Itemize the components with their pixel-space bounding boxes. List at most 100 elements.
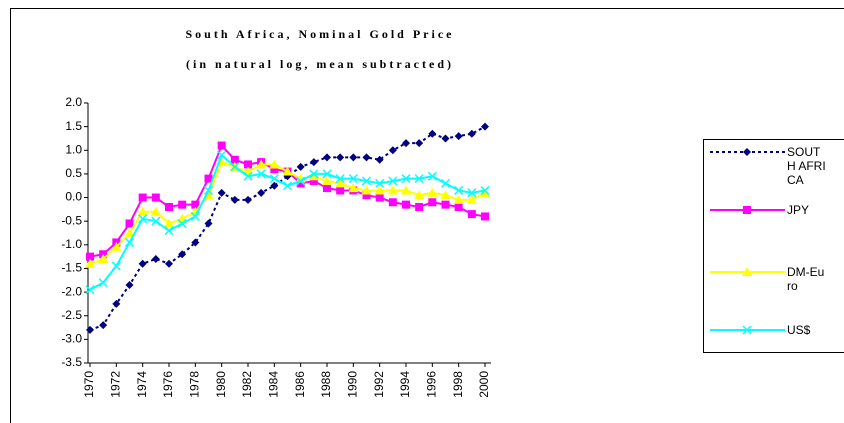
data-point	[466, 194, 477, 204]
data-point	[414, 190, 425, 200]
data-point	[441, 134, 450, 143]
data-point	[98, 278, 108, 288]
data-point	[244, 195, 252, 204]
data-point	[440, 178, 451, 188]
data-point	[165, 259, 173, 268]
data-point	[190, 211, 200, 221]
data-point	[99, 321, 108, 330]
data-point	[467, 188, 477, 198]
x-tick-label: 1976	[161, 371, 175, 398]
legend-marker	[743, 148, 751, 156]
data-point	[322, 176, 332, 185]
data-point	[480, 187, 490, 197]
data-point	[296, 176, 306, 186]
data-point	[375, 193, 384, 202]
x-tick-label: 1984	[267, 371, 281, 398]
data-point	[112, 299, 121, 308]
data-point	[375, 178, 385, 188]
data-point	[269, 174, 279, 184]
y-tick-label: -1.5	[61, 261, 82, 275]
data-point	[86, 252, 94, 261]
data-point	[257, 188, 266, 197]
data-point	[98, 254, 109, 263]
data-point	[454, 132, 463, 141]
x-tick-label: 1992	[372, 371, 386, 398]
data-point	[336, 153, 345, 162]
y-tick-label: 0.5	[65, 166, 82, 180]
data-point	[348, 183, 359, 193]
data-point	[204, 219, 213, 228]
legend-box	[703, 139, 844, 353]
data-point	[402, 139, 410, 148]
x-tick-label: 1974	[135, 371, 149, 398]
data-point	[387, 185, 398, 195]
data-point	[217, 141, 226, 150]
x-tick-label: 1980	[214, 371, 228, 398]
data-point	[454, 203, 463, 211]
y-tick-label: 1.5	[65, 119, 82, 133]
data-point	[440, 190, 451, 200]
x-tick-label: 1982	[240, 371, 254, 398]
data-point	[348, 174, 358, 184]
data-point	[467, 210, 476, 219]
data-point	[164, 218, 174, 228]
data-point	[230, 195, 239, 204]
data-point	[388, 198, 397, 207]
data-point	[256, 169, 266, 179]
data-point	[388, 146, 397, 155]
data-point	[177, 219, 187, 229]
data-point	[230, 155, 239, 164]
data-point	[217, 150, 227, 160]
data-point	[415, 203, 424, 211]
x-tick-label: 2000	[477, 371, 491, 398]
data-point	[125, 219, 134, 228]
data-point	[361, 185, 372, 195]
data-point	[481, 122, 489, 131]
data-point	[85, 285, 95, 295]
chart-border	[10, 8, 844, 423]
data-point	[85, 258, 95, 268]
data-point	[243, 171, 253, 181]
legend-label: SOUTH AFRICA	[787, 145, 826, 187]
y-tick-label: -1.0	[61, 237, 82, 251]
y-tick-label: -0.5	[61, 213, 82, 227]
data-point	[151, 193, 160, 202]
series-line	[89, 125, 486, 331]
data-point	[138, 259, 147, 268]
data-point	[178, 250, 187, 259]
data-point	[111, 261, 121, 271]
data-point	[362, 191, 371, 200]
y-tick-label: 0.0	[65, 190, 82, 204]
data-point	[480, 185, 490, 195]
x-tick-label: 1988	[319, 371, 333, 398]
data-point	[428, 129, 437, 138]
data-point	[401, 174, 411, 184]
data-point	[402, 200, 410, 209]
data-point	[164, 226, 174, 236]
legend-label: JPY	[787, 203, 810, 217]
data-point	[309, 177, 318, 185]
data-point	[323, 153, 331, 162]
data-point	[282, 181, 293, 191]
data-point	[165, 203, 173, 211]
data-point	[415, 139, 424, 148]
legend-marker	[742, 325, 752, 335]
data-point	[323, 184, 331, 193]
data-point	[454, 185, 464, 195]
data-point	[282, 166, 293, 176]
data-point	[335, 174, 345, 184]
data-point	[427, 171, 437, 181]
legend-marker	[743, 206, 751, 214]
data-point	[349, 153, 358, 162]
data-point	[453, 194, 464, 204]
data-point	[217, 188, 226, 197]
x-tick-label: 1998	[451, 371, 465, 398]
data-point	[481, 212, 489, 221]
legend-label: US$	[787, 323, 811, 337]
data-point	[336, 186, 345, 195]
data-point	[86, 325, 94, 334]
y-tick-label: -2.5	[61, 308, 82, 322]
data-point	[256, 159, 267, 169]
data-point	[138, 193, 147, 202]
